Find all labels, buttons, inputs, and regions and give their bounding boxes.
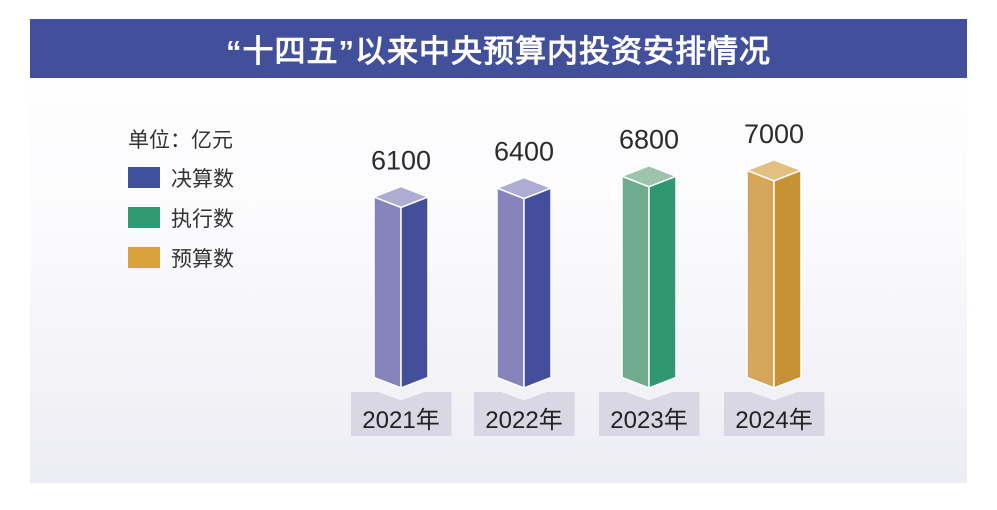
bar-2023	[621, 164, 677, 389]
bar-2024	[746, 159, 802, 389]
bar-top-face	[496, 176, 552, 200]
bar-2021	[373, 185, 429, 389]
bar-top-face	[746, 159, 802, 182]
bar-left-face	[621, 175, 650, 389]
bar-left-face	[373, 196, 402, 389]
bar-right-face	[523, 187, 552, 389]
bar-top-face	[373, 185, 429, 209]
legend-swatch-blue	[128, 167, 160, 188]
bar-2022	[496, 176, 552, 389]
legend-swatch-green	[128, 207, 160, 228]
header-banner: “十四五”以来中央预算内投资安排情况	[30, 19, 967, 78]
legend-label: 执行数	[171, 207, 234, 231]
unit-label: 单位：亿元	[128, 129, 233, 152]
legend-swatch-gold	[128, 247, 160, 268]
legend-item-budgeted: 预算数	[128, 247, 234, 271]
bar-value-label-2024: 7000	[744, 119, 804, 149]
legend-item-executed: 执行数	[128, 207, 234, 231]
bar-left-face	[746, 169, 775, 389]
legend-label: 决算数	[171, 167, 234, 191]
bar-value-label-2022: 6400	[494, 137, 554, 167]
legend: 决算数 执行数 预算数	[128, 167, 234, 271]
bar-right-face	[400, 196, 429, 389]
bar-value-label-2021: 6100	[371, 145, 431, 175]
bar-left-face	[496, 187, 525, 389]
bar-value-label-2023: 6800	[619, 125, 679, 155]
bar-top-face	[621, 164, 677, 188]
legend-item-final-accounts: 决算数	[128, 167, 234, 191]
page-title: “十四五”以来中央预算内投资安排情况	[226, 34, 771, 69]
bar-right-face	[773, 169, 802, 389]
bar-right-face	[648, 175, 677, 389]
legend-label: 预算数	[171, 247, 234, 271]
